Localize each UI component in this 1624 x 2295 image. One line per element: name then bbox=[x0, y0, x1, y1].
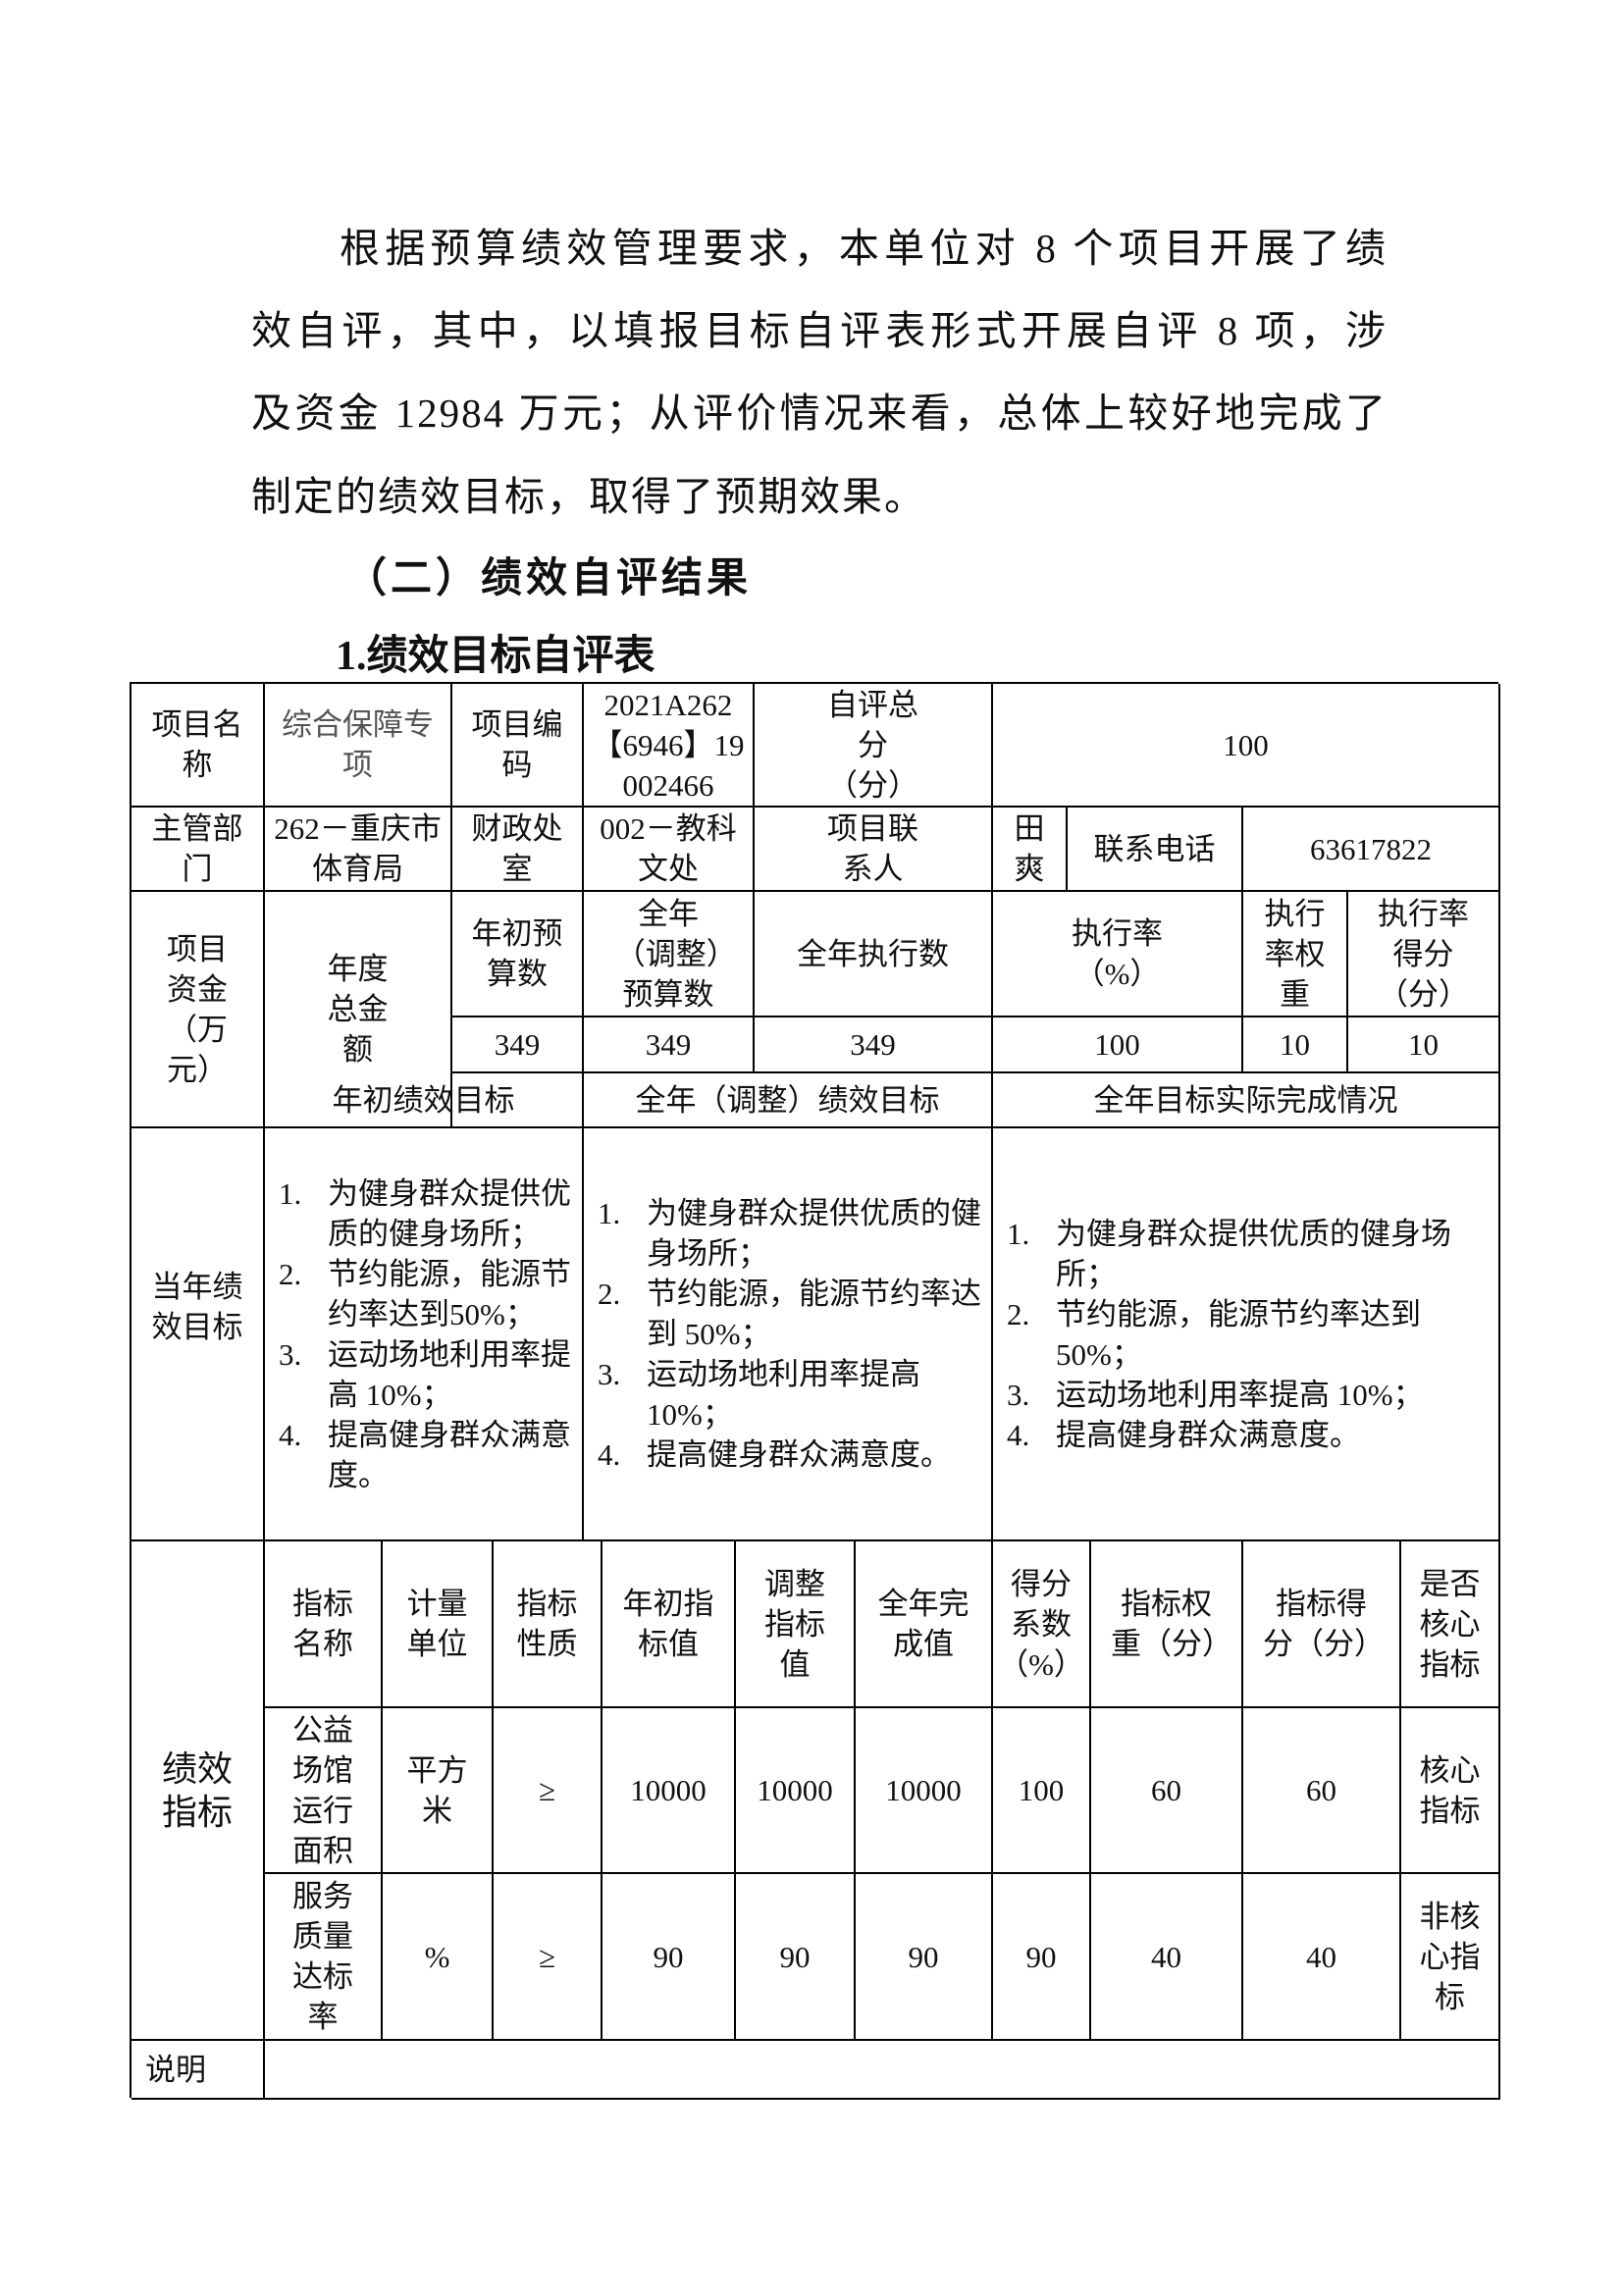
project-name: 综合保障专项 bbox=[265, 684, 452, 808]
indicator-header: 得分系数（%） bbox=[993, 1541, 1091, 1708]
executed-label: 全年执行数 bbox=[755, 892, 993, 1017]
adjusted-budget: 349 bbox=[584, 1017, 755, 1073]
indicator-cell: 平方米 bbox=[383, 1708, 494, 1874]
finance-office: 002－教科文处 bbox=[584, 808, 755, 892]
indicator-cell: 90 bbox=[856, 1874, 993, 2041]
phone-label: 联系电话 bbox=[1068, 808, 1243, 892]
intro-line-4: 制定的绩效目标，取得了预期效果。 bbox=[251, 474, 926, 519]
list-item: 4. 提高健身群众满意度。 bbox=[1007, 1417, 1360, 1452]
dept: 262－重庆市体育局 bbox=[265, 808, 452, 892]
list-item: 2. 节约能源，能源节约率达到 50%； bbox=[598, 1277, 981, 1351]
exec-score: 10 bbox=[1348, 1017, 1500, 1073]
indicator-header: 指标名称 bbox=[265, 1541, 383, 1708]
indicator-header: 计量单位 bbox=[383, 1541, 494, 1708]
intro-line-2: 效自评，其中，以填报目标自评表形式开展自评 8 项，涉 bbox=[251, 308, 1388, 353]
performance-self-evaluation-table: 项目名称 综合保障专项 项目编码 2021A262【6946】19002466 … bbox=[130, 682, 1500, 2100]
contact: 田爽 bbox=[993, 808, 1068, 892]
indicator-cell: 10000 bbox=[602, 1708, 736, 1874]
list-item: 1. 为健身群众提供优质的健身场所； bbox=[598, 1196, 981, 1271]
list-item: 2. 节约能源，能源节约率达到 50%； bbox=[1007, 1296, 1421, 1372]
indicator-header: 指标得分（分） bbox=[1243, 1541, 1401, 1708]
list-item: 1. 为健身群众提供优质的健身场所； bbox=[279, 1175, 571, 1251]
exec-score-label: 执行率得分（分） bbox=[1348, 892, 1500, 1017]
exec-rate: 100 bbox=[993, 1017, 1243, 1073]
initial-budget: 349 bbox=[452, 1017, 584, 1073]
list-item: 3. 运动场地利用率提高 10%； bbox=[1007, 1377, 1424, 1412]
actual-goals-list: 1. 为健身群众提供优质的健身场所； 2. 节约能源，能源节约率达到 50%； 3.… bbox=[993, 1128, 1500, 1541]
adjusted-goals-list: 1. 为健身群众提供优质的健身场所； 2. 节约能源，能源节约率达到 50%； 3.… bbox=[584, 1128, 993, 1541]
indicator-cell: 公益场馆运行面积 bbox=[265, 1708, 383, 1874]
contact-label: 项目联系人 bbox=[755, 808, 993, 892]
indicator-cell: 10000 bbox=[856, 1708, 993, 1874]
exec-rate-label: 执行率（%） bbox=[993, 892, 1243, 1017]
project-name-label: 项目名称 bbox=[131, 684, 265, 808]
indicator-header: 年初指标值 bbox=[602, 1541, 736, 1708]
indicator-header: 调整指标值 bbox=[736, 1541, 856, 1708]
indicator-header: 指标性质 bbox=[494, 1541, 602, 1708]
list-item: 1. 为健身群众提供优质的健身场所； bbox=[1007, 1216, 1451, 1291]
goals-label: 当年绩效目标 bbox=[131, 1073, 265, 1541]
dept-label: 主管部门 bbox=[131, 808, 265, 892]
list-item: 2. 节约能源，能源节约率达到50%； bbox=[279, 1256, 571, 1331]
exec-weight: 10 bbox=[1243, 1017, 1348, 1073]
indicator-cell: 100 bbox=[993, 1708, 1091, 1874]
indicator-header: 是否核心指标 bbox=[1401, 1541, 1500, 1708]
intro-line-3: 及资金 12984 万元；从评价情况来看，总体上较好地完成了 bbox=[251, 391, 1388, 436]
project-code: 2021A262【6946】19002466 bbox=[584, 684, 755, 808]
indicator-cell: ≥ bbox=[494, 1874, 602, 2041]
self-score: 100 bbox=[993, 684, 1500, 808]
initial-goals-label: 年初绩效目标 bbox=[265, 1073, 584, 1128]
indicator-cell: 服务质量达标率 bbox=[265, 1874, 383, 2041]
indicator-cell: 非核心指标 bbox=[1401, 1874, 1500, 2041]
self-score-label: 自评总分（分） bbox=[755, 684, 993, 808]
intro-line-1: 根据预算绩效管理要求，本单位对 8 个项目开展了绩 bbox=[340, 226, 1388, 271]
executed: 349 bbox=[755, 1017, 993, 1073]
notes-label: 说明 bbox=[131, 2041, 265, 2100]
section-heading: （二）绩效自评结果 bbox=[345, 556, 753, 601]
indicator-header: 全年完成值 bbox=[856, 1541, 993, 1708]
indicator-cell: 40 bbox=[1243, 1874, 1401, 2041]
list-item: 4. 提高健身群众满意度。 bbox=[279, 1417, 571, 1492]
finance-office-label: 财政处室 bbox=[452, 808, 584, 892]
funds-label: 项目资金（万元） bbox=[131, 892, 265, 1128]
project-code-label: 项目编码 bbox=[452, 684, 584, 808]
initial-budget-label: 年初预算数 bbox=[452, 892, 584, 1017]
adjusted-budget-label: 全年（调整）预算数 bbox=[584, 892, 755, 1017]
list-item: 3. 运动场地利用率提高 10%； bbox=[279, 1336, 571, 1412]
indicator-cell: 90 bbox=[736, 1874, 856, 2041]
indicator-cell: 40 bbox=[1091, 1874, 1243, 2041]
indicator-cell: 90 bbox=[602, 1874, 736, 2041]
adjusted-goals-label: 全年（调整）绩效目标 bbox=[584, 1073, 993, 1128]
list-item: 3. 运动场地利用率提高 10%； bbox=[598, 1357, 920, 1432]
phone: 63617822 bbox=[1243, 808, 1500, 892]
indicators-label: 绩效指标 bbox=[131, 1541, 265, 2041]
indicator-cell: 10000 bbox=[736, 1708, 856, 1874]
indicator-cell: ≥ bbox=[494, 1708, 602, 1874]
indicator-cell: 核心指标 bbox=[1401, 1708, 1500, 1874]
indicator-cell: 90 bbox=[993, 1874, 1091, 2041]
list-item: 4. 提高健身群众满意度。 bbox=[598, 1437, 951, 1472]
indicator-cell: % bbox=[383, 1874, 494, 2041]
exec-weight-label: 执行率权重 bbox=[1243, 892, 1348, 1017]
indicator-cell: 60 bbox=[1243, 1708, 1401, 1874]
actual-label: 全年目标实际完成情况 bbox=[993, 1073, 1500, 1128]
notes bbox=[265, 2041, 1500, 2100]
indicator-cell: 60 bbox=[1091, 1708, 1243, 1874]
initial-goals-list: 1. 为健身群众提供优质的健身场所； 2. 节约能源，能源节约率达到50%； 3. 运… bbox=[265, 1128, 584, 1541]
table-heading: 1.绩效目标自评表 bbox=[336, 634, 655, 679]
indicator-header: 指标权重（分） bbox=[1091, 1541, 1243, 1708]
